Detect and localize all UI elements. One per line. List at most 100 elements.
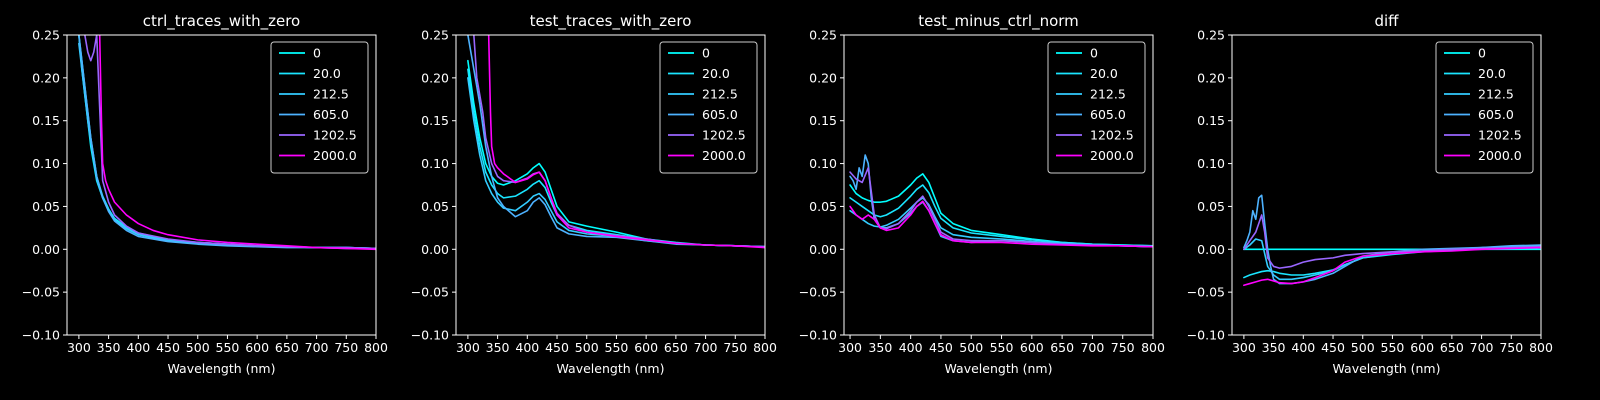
y-tick-label: −0.05	[411, 285, 449, 300]
x-tick-label: 750	[1111, 340, 1135, 355]
legend-label: 2000.0	[702, 148, 746, 163]
x-tick-label: 700	[1470, 340, 1494, 355]
y-tick-label: 0.20	[1197, 70, 1225, 85]
legend-label: 1202.5	[1478, 128, 1522, 143]
x-tick-label: 350	[1262, 340, 1286, 355]
y-tick-label: 0.00	[421, 242, 449, 257]
series-line-2000.0	[487, 35, 765, 249]
x-axis-label: Wavelength (nm)	[168, 361, 276, 376]
series-group	[78, 35, 376, 251]
x-tick-label: 450	[929, 340, 953, 355]
x-tick-label: 400	[899, 340, 923, 355]
legend-label: 605.0	[702, 107, 738, 122]
legend-label: 1202.5	[702, 128, 746, 143]
y-tick-label: 0.05	[809, 199, 837, 214]
y-tick-label: 0.15	[1197, 113, 1225, 128]
y-tick-label: 0.20	[809, 70, 837, 85]
subplot-3: 300 350 400 450 500 550 600 650 700 750 800 −0.10 −0…	[799, 12, 1165, 376]
legend-label: 2000.0	[1090, 148, 1134, 163]
y-tick-label: 0.25	[1197, 28, 1225, 43]
x-tick-label: 400	[126, 340, 150, 355]
x-axis-label: Wavelength (nm)	[557, 361, 665, 376]
x-tick-label: 550	[216, 340, 240, 355]
axes-frame	[843, 34, 1154, 336]
legend: 0 20.0 212.5 605.0 1202.5 2000.0	[659, 41, 758, 174]
x-tick-label: 750	[723, 340, 747, 355]
legend-label: 212.5	[313, 87, 349, 102]
x-tick-label: 350	[97, 340, 121, 355]
x-tick-label: 450	[545, 340, 569, 355]
x-tick-label: 500	[1351, 340, 1375, 355]
x-tick-label: 800	[1141, 340, 1165, 355]
legend-label: 2000.0	[313, 148, 357, 163]
series-line-20.0	[849, 184, 1153, 247]
y-tick-label: 0.05	[421, 199, 449, 214]
x-tick-label: 750	[1499, 340, 1523, 355]
x-tick-label: 350	[868, 340, 892, 355]
series-line-1202.5	[1243, 214, 1541, 269]
series-group	[849, 154, 1153, 248]
y-tick-label: 0.10	[809, 156, 837, 171]
legend-label: 1202.5	[313, 128, 357, 143]
chart-title: ctrl_traces_with_zero	[143, 12, 300, 31]
x-tick-label: 450	[156, 340, 180, 355]
x-axis-label: Wavelength (nm)	[945, 361, 1053, 376]
series-line-2000.0	[849, 200, 1153, 248]
legend-label: 212.5	[1478, 87, 1514, 102]
x-tick-label: 300	[456, 340, 480, 355]
x-tick-label: 450	[1321, 340, 1345, 355]
legend-label: 605.0	[1090, 107, 1126, 122]
y-tick-label: 0.05	[32, 199, 60, 214]
series-line-2000.0	[98, 35, 376, 251]
series-line-605.0	[78, 35, 376, 250]
legend-frame	[1047, 41, 1146, 174]
legend-label: 0	[702, 46, 710, 61]
x-tick-label: 500	[959, 340, 983, 355]
series-line-605.0	[467, 35, 765, 248]
x-tick-label: 700	[1080, 340, 1104, 355]
legend-frame	[270, 41, 369, 174]
legend-label: 20.0	[1478, 66, 1506, 81]
series-group	[467, 35, 765, 249]
axes-frame	[455, 34, 766, 336]
series-line-20.0	[1243, 245, 1541, 279]
axes-frame	[66, 34, 377, 336]
y-tick-label: 0.20	[421, 70, 449, 85]
x-tick-label: 550	[990, 340, 1014, 355]
y-tick-label: 0.00	[809, 242, 837, 257]
x-tick-label: 300	[838, 340, 862, 355]
legend-label: 212.5	[1090, 87, 1126, 102]
x-tick-label: 600	[1410, 340, 1434, 355]
x-tick-label: 650	[1050, 340, 1074, 355]
y-tick-label: 0.00	[1197, 242, 1225, 257]
subplot-grid: 300 350 400 450 500 550 600 650 700 750 800 −0.10 −0…	[22, 12, 1553, 376]
legend-label: 2000.0	[1478, 148, 1522, 163]
legend-frame	[659, 41, 758, 174]
y-tick-label: −0.10	[411, 328, 449, 343]
x-tick-label: 700	[305, 340, 329, 355]
axes-frame	[1231, 34, 1542, 336]
x-tick-label: 650	[275, 340, 299, 355]
y-tick-label: −0.05	[1187, 285, 1225, 300]
x-tick-label: 600	[1020, 340, 1044, 355]
legend: 0 20.0 212.5 605.0 1202.5 2000.0	[1047, 41, 1146, 174]
x-tick-label: 300	[67, 340, 91, 355]
x-tick-label: 300	[1232, 340, 1256, 355]
legend: 0 20.0 212.5 605.0 1202.5 2000.0	[1435, 41, 1534, 174]
x-tick-label: 700	[694, 340, 718, 355]
y-tick-label: 0.05	[1197, 199, 1225, 214]
x-tick-label: 800	[364, 340, 388, 355]
y-tick-label: −0.05	[22, 285, 60, 300]
x-tick-label: 800	[1529, 340, 1553, 355]
x-tick-label: 350	[486, 340, 510, 355]
y-tick-label: 0.25	[32, 28, 60, 43]
y-tick-label: 0.25	[809, 28, 837, 43]
series-line-2000.0	[1243, 246, 1541, 287]
subplot-4: 300 350 400 450 500 550 600 650 700 750 800 −0.10 −0…	[1187, 12, 1553, 376]
legend-label: 20.0	[313, 66, 341, 81]
x-tick-label: 500	[575, 340, 599, 355]
legend-label: 1202.5	[1090, 128, 1134, 143]
y-tick-label: 0.10	[32, 156, 60, 171]
x-tick-label: 650	[1440, 340, 1464, 355]
